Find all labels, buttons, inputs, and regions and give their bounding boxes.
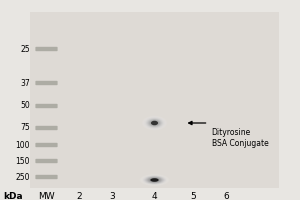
Ellipse shape — [146, 118, 164, 128]
Ellipse shape — [140, 174, 169, 186]
Ellipse shape — [151, 121, 158, 125]
FancyBboxPatch shape — [35, 126, 58, 130]
Ellipse shape — [150, 120, 159, 126]
Text: 5: 5 — [190, 192, 196, 200]
Text: kDa: kDa — [3, 192, 22, 200]
Ellipse shape — [144, 117, 165, 129]
FancyBboxPatch shape — [35, 104, 58, 108]
Ellipse shape — [148, 119, 160, 127]
Ellipse shape — [141, 175, 168, 185]
Text: 150: 150 — [16, 156, 30, 166]
Ellipse shape — [148, 119, 161, 127]
Ellipse shape — [140, 174, 169, 186]
Ellipse shape — [149, 120, 160, 126]
FancyBboxPatch shape — [35, 159, 58, 163]
Ellipse shape — [142, 116, 167, 130]
Text: 250: 250 — [16, 172, 30, 182]
Text: 75: 75 — [20, 123, 30, 132]
FancyBboxPatch shape — [35, 47, 58, 51]
Ellipse shape — [149, 178, 160, 182]
Ellipse shape — [144, 176, 165, 184]
Ellipse shape — [143, 175, 166, 185]
Text: Dityrosine
BSA Conjugate: Dityrosine BSA Conjugate — [212, 128, 268, 148]
FancyBboxPatch shape — [35, 143, 58, 147]
Text: 50: 50 — [20, 102, 30, 110]
Ellipse shape — [145, 117, 164, 129]
FancyBboxPatch shape — [35, 81, 58, 85]
FancyBboxPatch shape — [35, 175, 58, 179]
Ellipse shape — [142, 175, 167, 185]
Ellipse shape — [143, 116, 166, 130]
Ellipse shape — [148, 178, 161, 182]
Ellipse shape — [142, 116, 167, 130]
Ellipse shape — [147, 119, 162, 127]
Ellipse shape — [150, 178, 159, 182]
Text: 4: 4 — [152, 192, 157, 200]
Ellipse shape — [147, 177, 162, 183]
Ellipse shape — [145, 176, 164, 184]
Text: 25: 25 — [20, 45, 30, 53]
Ellipse shape — [146, 118, 163, 128]
Text: 100: 100 — [16, 140, 30, 149]
Text: 6: 6 — [224, 192, 230, 200]
Ellipse shape — [146, 177, 163, 183]
Ellipse shape — [146, 176, 164, 184]
Text: 2: 2 — [77, 192, 82, 200]
Text: MW: MW — [38, 192, 55, 200]
Bar — [30, 12, 279, 188]
Text: 37: 37 — [20, 78, 30, 88]
Text: 3: 3 — [110, 192, 116, 200]
